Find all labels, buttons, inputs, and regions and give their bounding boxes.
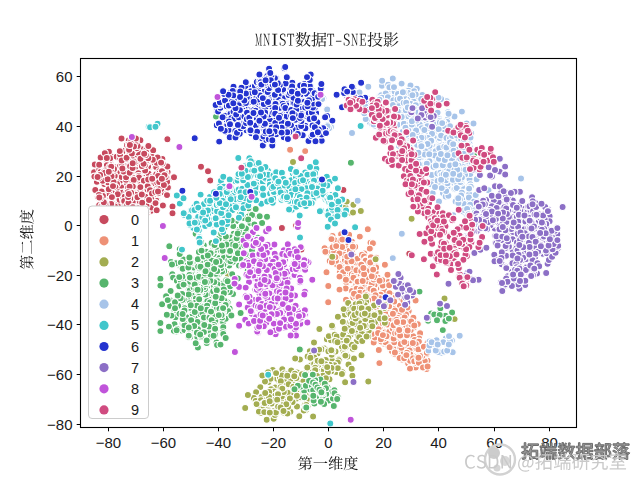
svg-text:−20: −20 [261,434,286,451]
svg-text:6: 6 [131,339,139,355]
svg-text:−40: −40 [206,434,231,451]
svg-text:−60: −60 [47,366,72,383]
svg-text:40: 40 [430,434,447,451]
svg-text:−80: −80 [96,434,121,451]
svg-text:1: 1 [131,233,139,249]
svg-text:0: 0 [131,212,139,228]
svg-text:−80: −80 [47,416,72,433]
svg-text:2: 2 [131,254,139,270]
svg-text:5: 5 [131,317,139,333]
svg-text:−60: −60 [151,434,176,451]
svg-text:9: 9 [131,402,139,418]
svg-text:20: 20 [375,434,392,451]
svg-text:60: 60 [56,68,73,85]
svg-text:−20: −20 [47,267,72,284]
svg-text:3: 3 [131,275,139,291]
svg-text:40: 40 [56,118,73,135]
svg-text:−40: −40 [47,316,72,333]
svg-text:7: 7 [131,360,139,376]
svg-text:8: 8 [131,381,139,397]
svg-text:20: 20 [56,168,73,185]
svg-text:0: 0 [64,217,72,234]
svg-text:0: 0 [324,434,332,451]
svg-text:4: 4 [131,296,139,312]
